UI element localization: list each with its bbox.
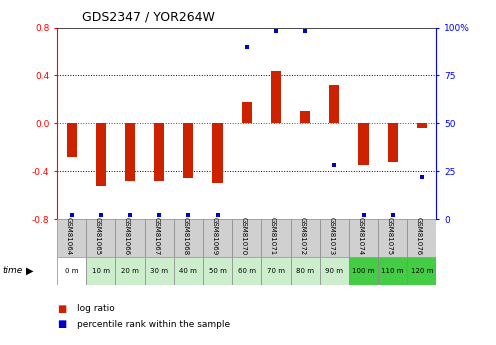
Text: 50 m: 50 m [209, 268, 227, 274]
Text: 120 m: 120 m [411, 268, 433, 274]
Bar [232, 219, 261, 257]
Text: 70 m: 70 m [267, 268, 285, 274]
Bar [407, 219, 436, 257]
Text: 10 m: 10 m [92, 268, 110, 274]
Bar [378, 257, 407, 285]
Text: 110 m: 110 m [381, 268, 404, 274]
Bar [203, 219, 232, 257]
Text: GSM81073: GSM81073 [328, 217, 334, 255]
Bar [145, 257, 174, 285]
Text: ■: ■ [57, 319, 66, 329]
Bar [271, 71, 281, 123]
Bar [320, 219, 349, 257]
Text: percentile rank within the sample: percentile rank within the sample [77, 320, 230, 329]
Bar [407, 257, 436, 285]
Text: GSM81069: GSM81069 [212, 217, 218, 255]
Bar [242, 102, 252, 123]
Bar [96, 123, 106, 186]
Bar [154, 123, 164, 181]
Text: GSM81072: GSM81072 [299, 217, 305, 255]
Text: GSM81070: GSM81070 [241, 217, 247, 255]
Bar [329, 85, 339, 123]
Text: 100 m: 100 m [352, 268, 375, 274]
Bar [184, 123, 193, 178]
Bar [291, 219, 320, 257]
Bar [116, 257, 145, 285]
Text: GSM81066: GSM81066 [124, 217, 130, 255]
Bar [203, 257, 232, 285]
Bar [320, 257, 349, 285]
Text: GSM81075: GSM81075 [387, 217, 393, 255]
Text: ▶: ▶ [26, 266, 34, 276]
Text: GSM81074: GSM81074 [358, 217, 364, 255]
Bar [116, 219, 145, 257]
Bar [232, 257, 261, 285]
Bar [86, 219, 116, 257]
Text: GSM81067: GSM81067 [153, 217, 159, 255]
Text: 90 m: 90 m [325, 268, 343, 274]
Bar [145, 219, 174, 257]
Bar [349, 257, 378, 285]
Bar [378, 219, 407, 257]
Bar [212, 123, 223, 183]
Bar [261, 257, 291, 285]
Bar [125, 123, 135, 181]
Text: GSM81065: GSM81065 [95, 217, 101, 255]
Bar [291, 257, 320, 285]
Text: 0 m: 0 m [65, 268, 78, 274]
Text: GSM81068: GSM81068 [183, 217, 188, 255]
Text: GDS2347 / YOR264W: GDS2347 / YOR264W [82, 10, 215, 23]
Bar [417, 123, 427, 128]
Text: GSM81071: GSM81071 [270, 217, 276, 255]
Text: ■: ■ [57, 304, 66, 314]
Bar [57, 219, 86, 257]
Text: GSM81076: GSM81076 [416, 217, 422, 255]
Bar [174, 219, 203, 257]
Bar [387, 123, 398, 161]
Bar [86, 257, 116, 285]
Text: 60 m: 60 m [238, 268, 256, 274]
Bar [261, 219, 291, 257]
Text: GSM81064: GSM81064 [65, 217, 71, 255]
Bar [359, 123, 369, 165]
Bar [174, 257, 203, 285]
Text: 40 m: 40 m [180, 268, 197, 274]
Bar [57, 257, 86, 285]
Text: log ratio: log ratio [77, 304, 115, 313]
Bar [349, 219, 378, 257]
Text: 20 m: 20 m [121, 268, 139, 274]
Text: time: time [2, 266, 23, 275]
Text: 80 m: 80 m [296, 268, 314, 274]
Text: 30 m: 30 m [150, 268, 168, 274]
Bar [300, 111, 310, 123]
Bar [66, 123, 77, 157]
